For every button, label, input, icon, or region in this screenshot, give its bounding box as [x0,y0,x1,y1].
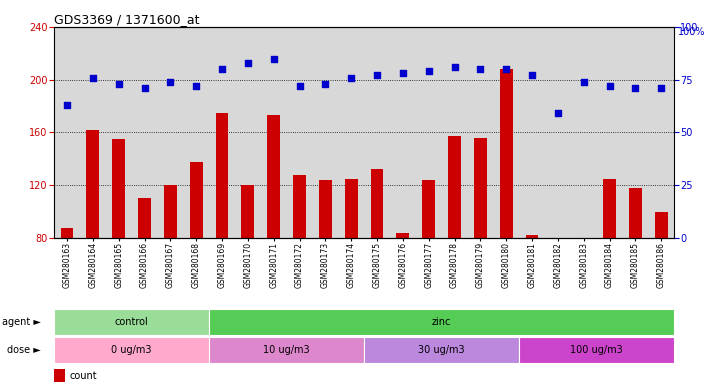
Bar [655,212,668,238]
Point [397,70,409,76]
Bar [190,162,203,238]
Point [500,66,512,72]
Point [371,73,383,79]
Point [268,55,280,61]
Bar [364,337,519,363]
Bar [267,115,280,238]
Bar [209,337,364,363]
Bar [112,139,125,238]
Point [474,66,486,72]
Bar [474,138,487,238]
Bar [629,188,642,238]
Point [293,83,305,89]
Bar [87,130,99,238]
Point [61,102,73,108]
Text: 30 ug/m3: 30 ug/m3 [418,345,465,355]
Text: control: control [115,317,149,327]
Bar [54,369,65,382]
Bar [519,337,674,363]
Point [423,68,435,74]
Bar [164,185,177,238]
Point [345,74,357,81]
Bar [500,69,513,238]
Point [448,64,460,70]
Text: 10 ug/m3: 10 ug/m3 [263,345,310,355]
Bar [448,136,461,238]
Text: agent ►: agent ► [2,317,41,327]
Bar [319,180,332,238]
Point [319,81,331,87]
Point [655,85,667,91]
Text: 100%: 100% [678,27,706,37]
Bar [61,227,74,238]
Bar [345,179,358,238]
Bar [293,175,306,238]
Bar [397,233,410,238]
Point [113,81,125,87]
Bar [423,180,435,238]
Point [629,85,641,91]
Text: dose ►: dose ► [7,345,41,355]
Bar [371,169,384,238]
Bar [216,113,229,238]
Point [603,83,615,89]
Point [87,74,99,81]
Text: 100 ug/m3: 100 ug/m3 [570,345,623,355]
Point [552,111,564,117]
Point [164,79,176,85]
Point [526,73,538,79]
Point [190,83,202,89]
Point [138,85,150,91]
Bar [552,238,565,241]
Bar [603,179,616,238]
Text: count: count [69,371,97,381]
Bar [526,235,539,238]
Bar [209,309,674,335]
Point [578,79,590,85]
Point [242,60,254,66]
Bar [242,185,255,238]
Text: 0 ug/m3: 0 ug/m3 [111,345,152,355]
Bar [138,199,151,238]
Text: GDS3369 / 1371600_at: GDS3369 / 1371600_at [54,13,200,26]
Text: zinc: zinc [432,317,451,327]
Point [216,66,228,72]
Bar [54,309,209,335]
Bar [54,337,209,363]
